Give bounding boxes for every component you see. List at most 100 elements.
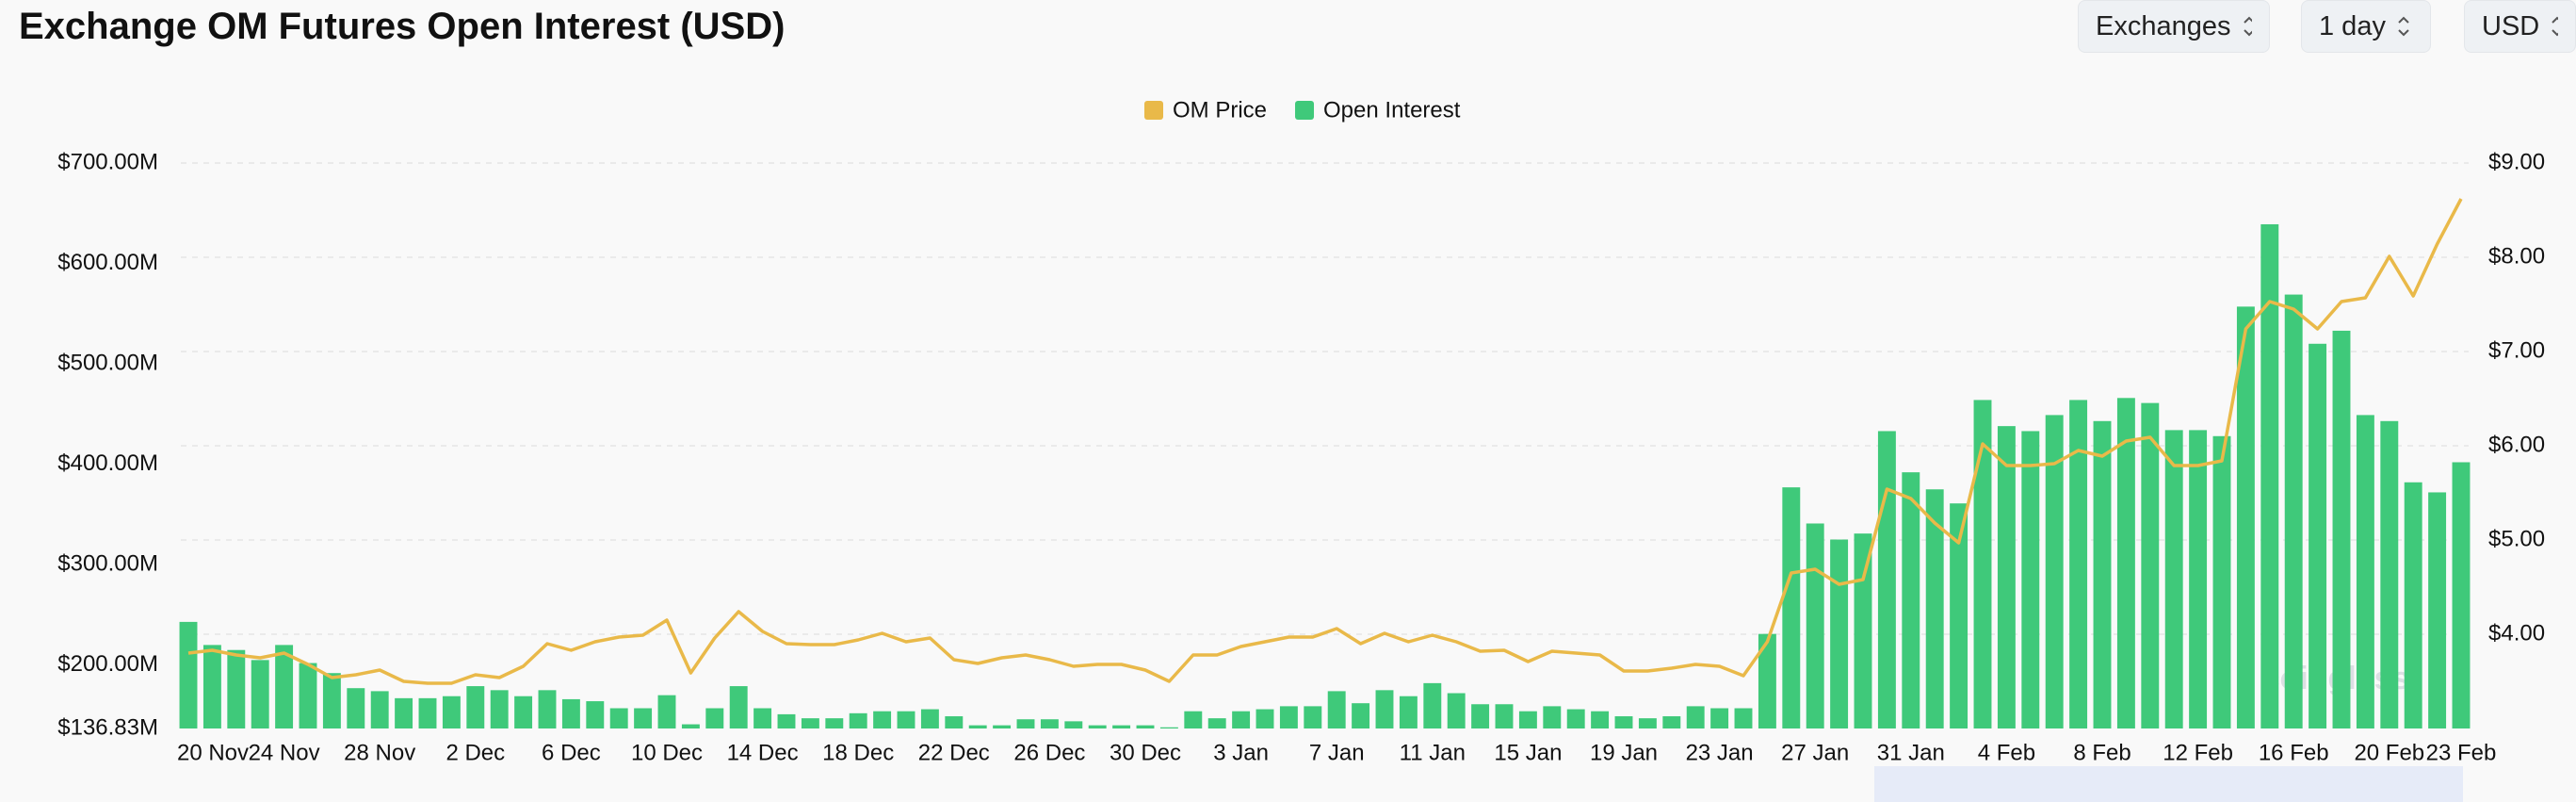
bar [251,660,269,728]
price-line [187,198,2463,685]
bar [1591,711,1610,728]
bar [322,673,341,728]
bar [347,688,365,728]
bar [1088,725,1107,728]
bar [1806,523,1824,728]
y-tick-label: $500.00M [57,350,158,375]
bar [1566,709,1585,728]
y2-tick-label: $5.00 [2488,526,2545,551]
bar [1782,487,1801,728]
bar [1543,706,1562,728]
bar [2141,402,2160,728]
bar [2332,330,2351,728]
x-tick-label: 18 Dec [822,740,894,765]
bar [1256,709,1274,728]
bar [1997,426,2016,728]
y2-tick-label: $6.00 [2488,432,2545,457]
x-tick-label: 12 Feb [2163,740,2233,765]
bar [945,716,964,728]
bar [1495,704,1514,728]
bar [1040,719,1059,728]
bar [1375,690,1394,728]
bar [1279,706,1298,728]
x-tick-label: 26 Dec [1013,740,1085,765]
x-tick-label: 24 Nov [249,740,320,765]
x-tick-label: 20 Feb [2354,740,2424,765]
x-tick-label: 28 Nov [344,740,415,765]
bar [466,686,485,728]
bar [873,711,892,728]
bar [561,698,580,728]
x-tick-label: 7 Jan [1309,740,1365,765]
x-tick-label: 6 Dec [542,740,601,765]
navigator [1874,766,2463,802]
x-tick-label: 15 Jan [1494,740,1562,765]
bar [2260,223,2279,728]
bar [442,696,461,728]
bar [1399,696,1418,728]
y-tick-label: $600.00M [57,250,158,275]
bar [418,697,437,728]
bar [634,708,653,728]
dropdown[interactable]: Exchanges [2078,0,2270,53]
bar [1758,633,1776,728]
bar [801,718,819,728]
bar [920,709,939,728]
bar [657,695,676,728]
y2-tick-label: $9.00 [2488,149,2545,174]
x-tick-label: 31 Jan [1877,740,1945,765]
x-tick-label: 8 Feb [2073,740,2130,765]
bar [1064,721,1083,728]
bar [2116,398,2135,728]
bar [538,690,557,728]
legend-swatch [1295,101,1315,120]
x-tick-label: 27 Jan [1781,740,1849,765]
bar [1710,708,1729,728]
bar [2093,420,2112,728]
bar [1184,711,1203,728]
bar [1016,719,1035,728]
bar [299,663,317,728]
bar [2309,343,2327,728]
bar [993,725,1012,728]
bar [1830,539,1849,728]
bar [1925,489,1944,728]
bar [681,724,700,728]
bar [849,712,867,728]
y-tick-label: $136.83M [57,714,158,740]
y2-tick-label: $8.00 [2488,243,2545,269]
bar [1447,693,1466,728]
bar [1614,716,1633,728]
x-tick-label: 4 Feb [1978,740,2035,765]
bar [2404,482,2422,728]
bar [1136,725,1155,728]
x-tick-label: 23 Jan [1686,740,1754,765]
dropdown[interactable]: USD [2464,0,2576,53]
x-tick-label: 11 Jan [1400,740,1466,765]
y-tick-label: $300.00M [57,551,158,577]
bar [2021,431,2040,728]
bar [227,649,246,728]
bar [705,708,724,728]
x-tick-label: 14 Dec [727,740,799,765]
x-tick-label: 10 Dec [631,740,703,765]
bar [2069,400,2088,728]
bar [729,686,748,728]
bar [2189,430,2208,728]
bar [370,691,389,728]
bar [1902,472,1920,728]
x-tick-label: 2 Dec [446,740,505,765]
dropdown-label: USD [2482,10,2540,41]
bar [395,697,413,728]
bar [2284,294,2303,728]
chevron-icon [2398,16,2409,37]
bar [1854,533,1872,728]
dropdown[interactable]: 1 day [2301,0,2431,53]
bar [825,718,844,728]
x-tick-label: 22 Dec [918,740,990,765]
y2-tick-label: $7.00 [2488,337,2545,363]
legend-label: Open Interest [1323,97,1461,123]
dropdown-label: Exchanges [2096,10,2231,41]
